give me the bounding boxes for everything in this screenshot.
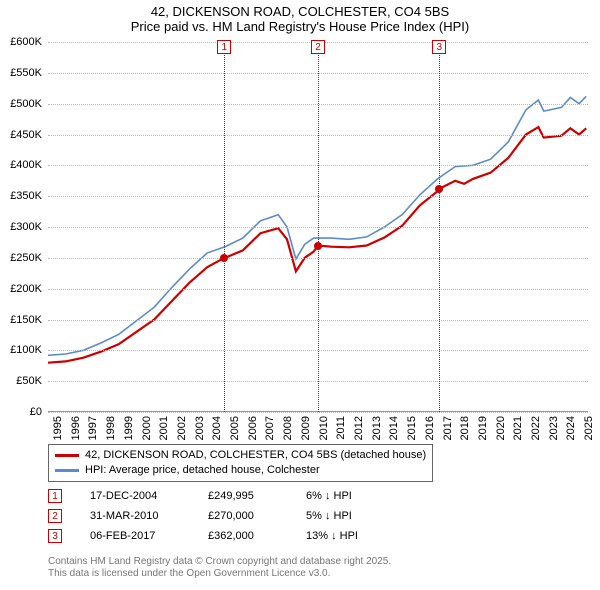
y-axis-label: £50K [0,375,42,387]
y-axis-label: £500K [0,98,42,110]
transaction-marker: 1 [48,489,62,503]
y-axis-label: £400K [0,159,42,171]
legend-label: HPI: Average price, detached house, Colc… [85,463,320,478]
x-axis-label: 2013 [371,416,383,440]
marker-label: 2 [311,40,325,54]
y-axis-label: £200K [0,283,42,295]
x-axis-label: 2023 [548,416,560,440]
footer: Contains HM Land Registry data © Crown c… [48,556,391,580]
y-axis-label: £300K [0,221,42,233]
transaction-date: 06-FEB-2017 [90,526,180,546]
x-axis-label: 2002 [176,416,188,440]
x-axis-label: 1999 [123,416,135,440]
x-axis-label: 1996 [70,416,82,440]
x-axis-label: 2012 [353,416,365,440]
marker-label: 3 [432,40,446,54]
chart-subtitle: Price paid vs. HM Land Registry's House … [0,19,600,34]
y-axis-label: £450K [0,129,42,141]
transaction-price: £270,000 [208,506,278,526]
transaction-diff: 13% ↓ HPI [306,526,406,546]
x-axis-label: 2001 [158,416,170,440]
gridline [48,412,588,413]
x-axis-label: 2011 [335,416,347,440]
transaction-date: 17-DEC-2004 [90,486,180,506]
x-axis-label: 1995 [52,416,64,440]
marker-line [318,42,319,412]
marker-dot [314,242,322,250]
x-axis-label: 2010 [318,416,330,440]
legend-label: 42, DICKENSON ROAD, COLCHESTER, CO4 5BS … [85,448,426,463]
y-axis-label: £250K [0,252,42,264]
transaction-row: 1 17-DEC-2004 £249,995 6% ↓ HPI [48,486,406,506]
legend-swatch [55,469,79,472]
x-axis-label: 2005 [229,416,241,440]
legend-item: HPI: Average price, detached house, Colc… [55,463,426,478]
x-axis-label: 2009 [300,416,312,440]
marker-line [439,42,440,412]
y-axis-label: £600K [0,36,42,48]
marker-dot [435,185,443,193]
x-axis-label: 2018 [459,416,471,440]
x-axis-label: 2022 [530,416,542,440]
x-axis-label: 2019 [477,416,489,440]
footer-line2: This data is licensed under the Open Gov… [48,568,391,580]
y-axis-label: £100K [0,344,42,356]
footer-line1: Contains HM Land Registry data © Crown c… [48,556,391,568]
x-axis-label: 2021 [512,416,524,440]
x-axis-label: 2017 [442,416,454,440]
y-axis-label: £550K [0,67,42,79]
marker-dot [220,254,228,262]
x-axis-label: 1997 [87,416,99,440]
y-axis-label: £0 [0,406,42,418]
legend: 42, DICKENSON ROAD, COLCHESTER, CO4 5BS … [48,444,433,482]
x-axis-label: 2025 [583,416,595,440]
marker-label: 1 [217,40,231,54]
transaction-date: 31-MAR-2010 [90,506,180,526]
legend-item: 42, DICKENSON ROAD, COLCHESTER, CO4 5BS … [55,448,426,463]
x-axis-label: 2006 [247,416,259,440]
transaction-row: 2 31-MAR-2010 £270,000 5% ↓ HPI [48,506,406,526]
transaction-row: 3 06-FEB-2017 £362,000 13% ↓ HPI [48,526,406,546]
x-axis-label: 2000 [141,416,153,440]
x-axis-label: 2015 [406,416,418,440]
transactions-table: 1 17-DEC-2004 £249,995 6% ↓ HPI 2 31-MAR-2010… [48,486,406,546]
x-axis-label: 2024 [565,416,577,440]
chart-header: 42, DICKENSON ROAD, COLCHESTER, CO4 5BS … [0,0,600,36]
marker-line [224,42,225,412]
transaction-diff: 6% ↓ HPI [306,486,406,506]
x-axis-label: 2003 [194,416,206,440]
transaction-price: £249,995 [208,486,278,506]
x-axis-label: 2004 [211,416,223,440]
transaction-diff: 5% ↓ HPI [306,506,406,526]
x-axis-label: 2014 [388,416,400,440]
x-axis-label: 2008 [282,416,294,440]
y-axis-label: £150K [0,314,42,326]
chart-title: 42, DICKENSON ROAD, COLCHESTER, CO4 5BS [0,4,600,19]
legend-swatch [55,454,79,457]
x-axis-label: 2016 [424,416,436,440]
x-axis-label: 2007 [264,416,276,440]
chart-area: £0£50K£100K£150K£200K£250K£300K£350K£400… [48,42,588,412]
transaction-price: £362,000 [208,526,278,546]
x-axis-label: 2020 [495,416,507,440]
x-axis-label: 1998 [105,416,117,440]
transaction-marker: 3 [48,529,62,543]
transaction-marker: 2 [48,509,62,523]
y-axis-label: £350K [0,190,42,202]
